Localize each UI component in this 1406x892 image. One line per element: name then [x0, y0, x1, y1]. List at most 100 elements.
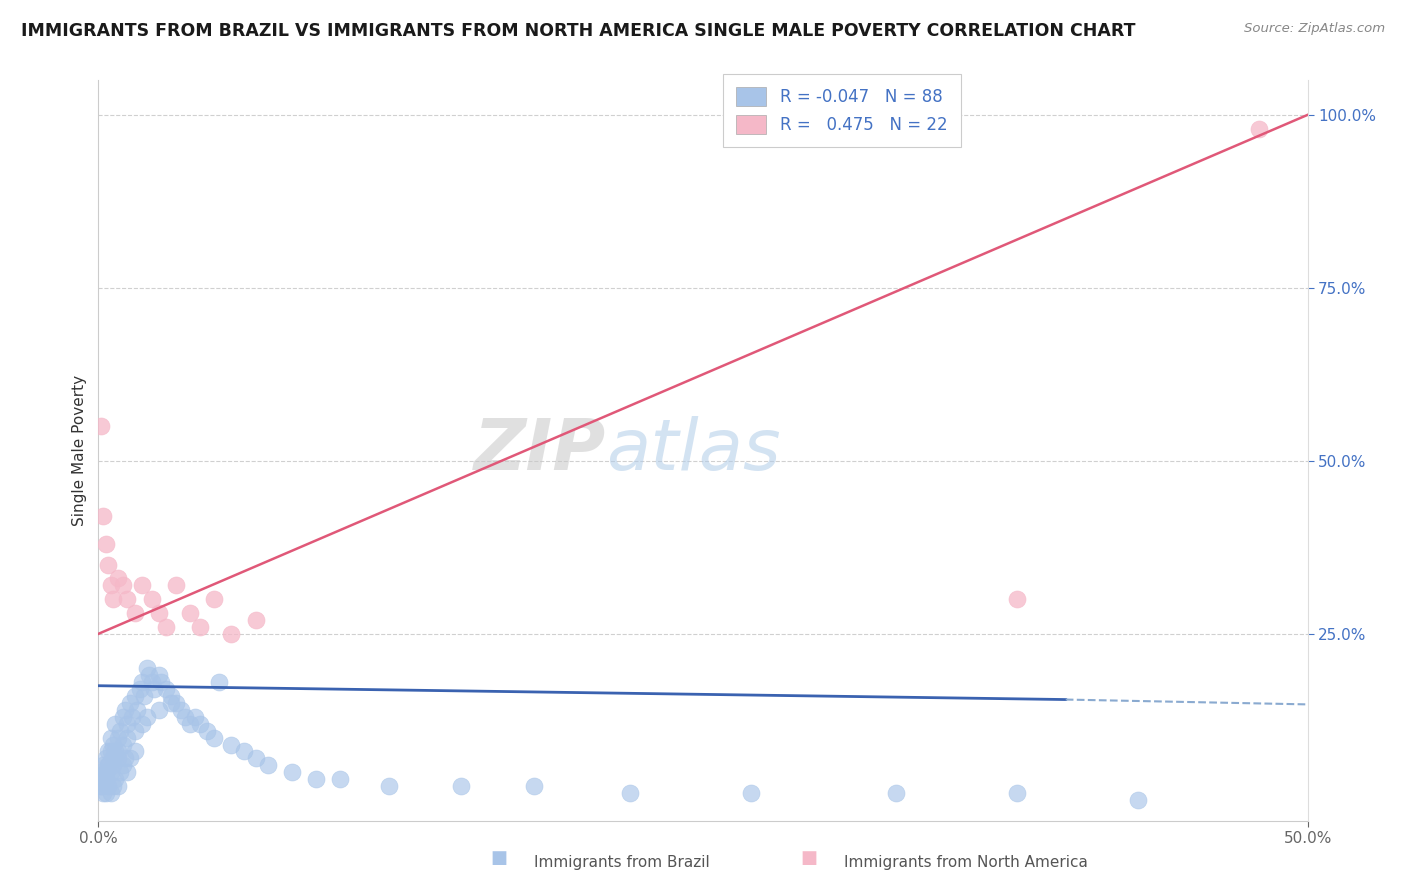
- Point: [94, 772, 117, 786]
- Point: [148, 606, 170, 620]
- Point: [143, 682, 166, 697]
- Point: [148, 668, 170, 682]
- Point: [165, 578, 187, 592]
- Point: [134, 689, 156, 703]
- Point: [174, 710, 197, 724]
- Text: Immigrants from North America: Immigrants from North America: [844, 855, 1087, 870]
- Point: [141, 592, 163, 607]
- Point: [188, 716, 211, 731]
- Point: [124, 744, 146, 758]
- Point: [90, 772, 112, 786]
- Point: [91, 509, 114, 524]
- Point: [91, 786, 114, 800]
- Text: ■: ■: [491, 849, 508, 867]
- Point: [131, 675, 153, 690]
- Point: [97, 758, 120, 772]
- Point: [150, 675, 173, 690]
- Point: [107, 744, 129, 758]
- Point: [91, 772, 114, 786]
- Point: [160, 696, 183, 710]
- Point: [377, 779, 399, 793]
- Point: [135, 661, 157, 675]
- Point: [107, 731, 129, 745]
- Point: [131, 578, 153, 592]
- Point: [127, 703, 149, 717]
- Point: [121, 710, 143, 724]
- Point: [107, 751, 129, 765]
- Point: [204, 731, 226, 745]
- Point: [100, 578, 122, 592]
- Point: [108, 765, 131, 780]
- Point: [117, 716, 139, 731]
- Legend: R = -0.047   N = 88, R =   0.475   N = 22: R = -0.047 N = 88, R = 0.475 N = 22: [723, 74, 960, 147]
- Text: Immigrants from Brazil: Immigrants from Brazil: [534, 855, 710, 870]
- Point: [281, 765, 304, 780]
- Point: [94, 537, 117, 551]
- Point: [886, 786, 908, 800]
- Point: [100, 765, 122, 780]
- Point: [329, 772, 352, 786]
- Point: [179, 716, 201, 731]
- Point: [108, 723, 131, 738]
- Point: [100, 744, 122, 758]
- Point: [100, 731, 122, 745]
- Point: [101, 779, 124, 793]
- Point: [90, 779, 112, 793]
- Point: [100, 786, 122, 800]
- Point: [117, 765, 139, 780]
- Point: [165, 696, 187, 710]
- Point: [740, 786, 762, 800]
- Point: [195, 723, 218, 738]
- Point: [245, 613, 267, 627]
- Point: [114, 751, 136, 765]
- Point: [208, 675, 231, 690]
- Point: [124, 689, 146, 703]
- Point: [101, 758, 124, 772]
- Text: Source: ZipAtlas.com: Source: ZipAtlas.com: [1244, 22, 1385, 36]
- Point: [101, 751, 124, 765]
- Point: [1128, 793, 1150, 807]
- Point: [104, 772, 127, 786]
- Point: [523, 779, 546, 793]
- Point: [221, 627, 243, 641]
- Point: [94, 751, 117, 765]
- Point: [91, 758, 114, 772]
- Point: [107, 779, 129, 793]
- Point: [111, 578, 134, 592]
- Point: [97, 744, 120, 758]
- Point: [90, 765, 112, 780]
- Point: [184, 710, 207, 724]
- Point: [305, 772, 328, 786]
- Text: IMMIGRANTS FROM BRAZIL VS IMMIGRANTS FROM NORTH AMERICA SINGLE MALE POVERTY CORR: IMMIGRANTS FROM BRAZIL VS IMMIGRANTS FRO…: [21, 22, 1136, 40]
- Point: [91, 772, 114, 786]
- Point: [232, 744, 254, 758]
- Point: [204, 592, 226, 607]
- Point: [94, 786, 117, 800]
- Point: [94, 765, 117, 780]
- Point: [94, 765, 117, 780]
- Point: [97, 758, 120, 772]
- Point: [101, 592, 124, 607]
- Point: [128, 682, 150, 697]
- Point: [619, 786, 641, 800]
- Point: [450, 779, 472, 793]
- Point: [90, 419, 112, 434]
- Text: ZIP: ZIP: [474, 416, 606, 485]
- Point: [111, 758, 134, 772]
- Point: [124, 723, 146, 738]
- Y-axis label: Single Male Poverty: Single Male Poverty: [72, 375, 87, 526]
- Point: [155, 620, 177, 634]
- Point: [245, 751, 267, 765]
- Point: [97, 779, 120, 793]
- Point: [118, 751, 141, 765]
- Point: [141, 675, 163, 690]
- Point: [1007, 592, 1029, 607]
- Text: atlas: atlas: [606, 416, 780, 485]
- Point: [179, 606, 201, 620]
- Point: [1249, 121, 1271, 136]
- Point: [111, 738, 134, 752]
- Point: [138, 668, 160, 682]
- Point: [135, 710, 157, 724]
- Text: ■: ■: [800, 849, 817, 867]
- Point: [148, 703, 170, 717]
